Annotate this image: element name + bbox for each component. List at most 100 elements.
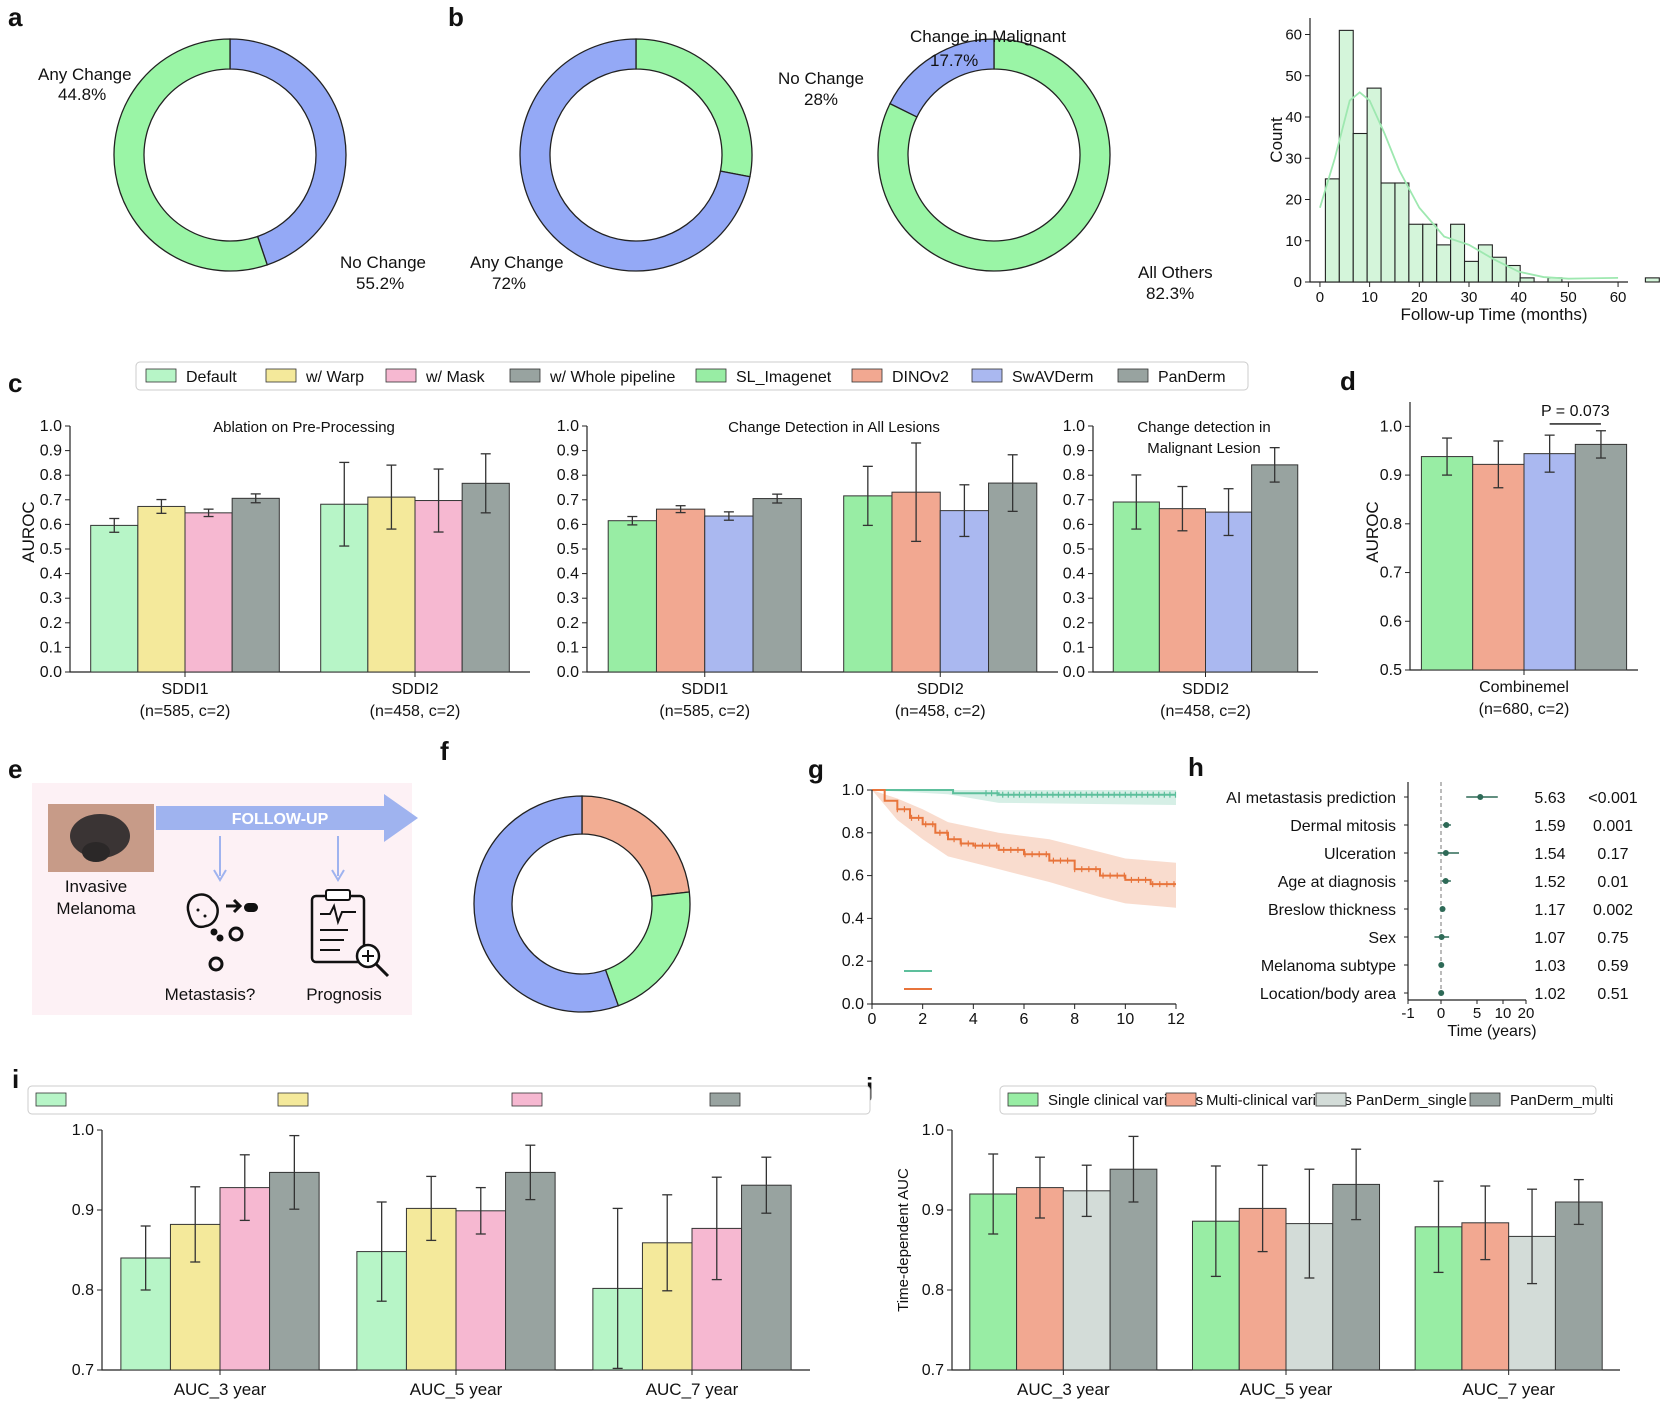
km-ytick-label: 1.0 [842,782,864,799]
bar-chart-c3: 0.0 0.1 0.2 0.3 0.4 0.5 0.6 0.7 0.8 0.9 1.0 SDDI2 (n… [1063,418,1318,720]
hist-bar [1352,132,1368,283]
c1-ylabel: AUROC [19,501,38,562]
legend-swatch-whole [509,368,541,383]
legend-swatch-slimagenet [695,368,727,383]
hist-ytick-label: 10 [1285,233,1302,250]
forest-hr-value: 1.03 [1534,958,1565,975]
legend-label-whole: w/ Whole pipeline [549,369,676,386]
hist-kde-line [1319,91,1619,280]
bar-c2-ytick-label: 0.5 [557,541,579,558]
bar-c2-ytick-label: 0.2 [557,615,579,632]
bar-c2-ytick-label: 0.3 [557,590,579,607]
bar-c1-ytick-label: 0.6 [40,516,62,533]
hist-bar [1477,244,1493,283]
bar-c3-ytick-label: 0.8 [1063,467,1085,484]
forest-p-value: 0.51 [1597,986,1628,1003]
bar-c1-bar-0-1 [137,505,186,673]
bar-c3-category-sub: (n=458, c=2) [1160,703,1251,720]
bar-d-bar-0-1 [1472,463,1525,671]
forest-p-value: 0.75 [1597,930,1628,947]
km-xtick-label: 2 [918,1011,927,1028]
forest-p-value: <0.001 [1588,790,1637,807]
legend-i-swatch-1 [35,1092,67,1107]
bar-c1-ytick-label: 0.2 [40,615,62,632]
hist-bar [1463,260,1479,283]
bar-c3-ytick-label: 0.1 [1063,639,1085,656]
bar-i-ytick-label: 0.7 [72,1362,94,1379]
bar-c1-ytick-label: 0.3 [40,590,62,607]
donut-f-slice-2 [473,795,620,1013]
km-ytick-label: 0.6 [842,868,864,885]
histogram-follow-up: 0 10 20 30 40 50 60 0 10 20 30 40 50 60 [1285,18,1660,306]
donut-chart-b1 [519,38,753,272]
donut-b1-pct-nochange: 28% [804,90,838,109]
panel-label-f: f [440,736,449,766]
km-xtick-label: 8 [1070,1011,1079,1028]
bar-c2-ytick-label: 0.6 [557,516,579,533]
forest-point [1442,878,1449,884]
forest-row-label: AI metastasis prediction [1226,790,1396,807]
forest-hr-value: 5.63 [1534,790,1565,807]
bar-c2-ytick-label: 0.7 [557,492,579,509]
forest-row-label: Sex [1368,930,1396,947]
bar-j-bar-0-3 [1109,1168,1158,1371]
bar-j-bar-0-2 [1062,1190,1111,1371]
hist-xtick-label: 40 [1510,289,1527,306]
bar-c1-category-label: SDDI2 [391,681,438,698]
follow-up-arrow [156,794,418,842]
bar-c2-category-label: SDDI2 [917,681,964,698]
donut-f-slice-1 [604,891,691,1007]
legend-label-warp: w/ Warp [305,369,364,386]
hist-ytick-label: 30 [1285,150,1302,167]
legend-i-swatch-3 [511,1092,543,1107]
lesion-label-1: Invasive [65,877,127,896]
bar-c2-ytick-label: 0.0 [557,664,579,681]
bar-c1-ytick-label: 0.0 [40,664,62,681]
legend-label-swavderm: SwAVDerm [1012,369,1094,386]
donut-b1-slice-0 [635,38,753,178]
donut-b2-label-malignant: Change in Malignant [910,27,1066,46]
forest-p-value: 0.002 [1593,902,1633,919]
panel-label-a: a [8,2,23,32]
bar-i-category-label: AUC_5 year [410,1380,503,1399]
hist-ytick-label: 40 [1285,109,1302,126]
forest-point [1442,850,1449,856]
forest-row-label: Age at diagnosis [1278,874,1396,891]
donut-chart-f [473,795,691,1013]
legend-swatch-swavderm [971,368,1003,383]
bar-c3-bar-0-1 [1158,508,1206,673]
metastasis-label: Metastasis? [165,985,256,1004]
bar-i-bar-2-3 [741,1184,792,1371]
hist-ytick-label: 20 [1285,192,1302,209]
bar-c1-bar-1-3 [461,482,510,673]
legend-i-swatch-4 [709,1092,741,1107]
donut-a-pct-nochange: 55.2% [356,274,404,293]
bar-c2-ytick-label: 1.0 [557,418,579,435]
forest-row-label: Ulceration [1324,846,1396,863]
bar-d-category-label: Combinemel [1479,679,1569,696]
donut-chart-b2 [877,38,1111,272]
lesion-label-2: Melanoma [56,899,136,918]
hist-bar [1324,178,1340,283]
km-ytick-label: 0.0 [842,996,864,1013]
bar-c1-category-sub: (n=585, c=2) [140,703,231,720]
forest-p-value: 0.01 [1597,874,1628,891]
hist-bar [1436,244,1452,283]
bar-c3-ytick-label: 0.5 [1063,541,1085,558]
d-ylabel: AUROC [1363,501,1382,562]
bar-c1-ytick-label: 1.0 [40,418,62,435]
hist-bar [1644,277,1660,283]
forest-xtick-label: -1 [1401,1005,1414,1022]
bar-chart-j: 0.7 0.8 0.9 1.0 AUC_3 year AUC_5 year AUC_7 ye… [922,1122,1620,1399]
legend-j-label-2: Multi-clinical variables [1206,1092,1352,1109]
legend-label-slimagenet: SL_Imagenet [736,369,832,386]
forest-row-label: Location/body area [1260,986,1396,1003]
donut-b2-pct-others: 82.3% [1146,284,1194,303]
bar-j-category-label: AUC_3 year [1017,1380,1110,1399]
bar-c3-bar-0-2 [1205,511,1253,673]
km-ytick-label: 0.4 [842,910,864,927]
hist-bar [1491,256,1507,283]
metastasis-icon [186,893,258,972]
legend-swatch-warp [265,368,297,383]
panel-label-c: c [8,368,22,398]
